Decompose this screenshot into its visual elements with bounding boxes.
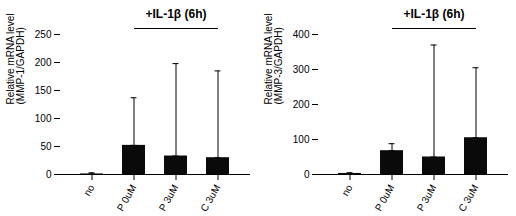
- svg-text:100: 100: [35, 113, 52, 124]
- svg-text:250: 250: [35, 29, 52, 40]
- svg-text:P 0uM: P 0uM: [115, 183, 139, 213]
- svg-text:no: no: [81, 182, 96, 198]
- svg-text:200: 200: [293, 99, 310, 110]
- svg-text:P 3uM: P 3uM: [415, 183, 439, 213]
- svg-text:P 0uM: P 0uM: [373, 183, 397, 213]
- svg-text:100: 100: [293, 134, 310, 145]
- svg-text:P 3uM: P 3uM: [157, 183, 181, 213]
- svg-text:+IL-1β (6h): +IL-1β (6h): [146, 7, 207, 21]
- svg-text:0: 0: [46, 169, 52, 180]
- svg-text:no: no: [339, 182, 354, 198]
- svg-text:0: 0: [304, 169, 310, 180]
- svg-text:C 3uM: C 3uM: [198, 183, 222, 214]
- svg-text:50: 50: [40, 141, 52, 152]
- svg-text:400: 400: [293, 29, 310, 40]
- svg-text:Relative mRNA level(MMP-1/GAPD: Relative mRNA level(MMP-1/GAPDH): [5, 13, 26, 104]
- svg-text:200: 200: [35, 57, 52, 68]
- svg-text:150: 150: [35, 85, 52, 96]
- svg-text:+IL-1β (6h): +IL-1β (6h): [404, 7, 465, 21]
- svg-text:Relative mRNA level(MMP-3/GAPD: Relative mRNA level(MMP-3/GAPDH): [263, 13, 284, 104]
- svg-text:C 3uM: C 3uM: [456, 183, 480, 214]
- svg-text:300: 300: [293, 64, 310, 75]
